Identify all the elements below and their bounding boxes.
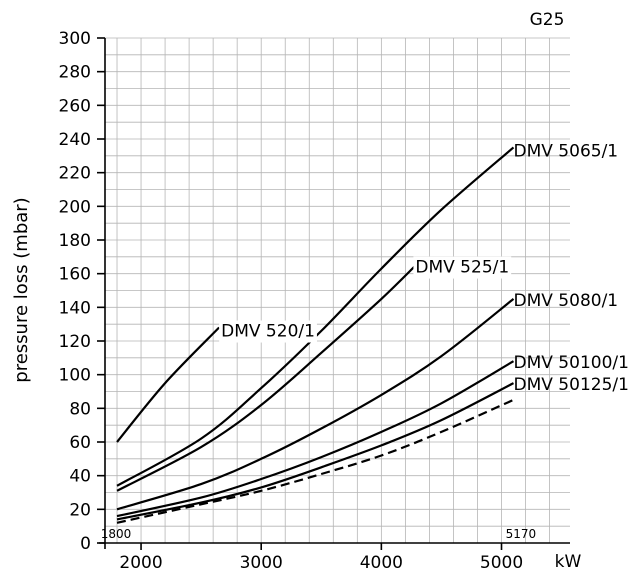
curve-label-dmv-50100-1: DMV 50100/1 (514, 353, 629, 373)
x-tick-label: 3000 (240, 553, 283, 573)
y-tick-label: 200 (59, 197, 91, 217)
axes (99, 38, 570, 549)
curve-label-dmv-5080-1: DMV 5080/1 (514, 291, 619, 311)
curve-dashed-reference (116, 398, 514, 524)
x-tick-label: 2000 (119, 553, 162, 573)
y-tick-label: 120 (59, 332, 91, 352)
y-tick-label: 60 (69, 433, 91, 453)
curve-dmv-525-1 (116, 262, 419, 492)
y-tick-label: 180 (59, 231, 91, 251)
y-tick-label: 300 (59, 29, 91, 49)
y-tick-label: 20 (69, 500, 91, 520)
chart-title: G25 (530, 10, 565, 30)
y-tick-label: 40 (69, 467, 91, 487)
x-tick-label: 4000 (360, 553, 403, 573)
y-tick-label: 240 (59, 130, 91, 150)
y-tick-label: 220 (59, 164, 91, 184)
curve-label-background (413, 256, 512, 279)
curve-label-background (219, 320, 317, 343)
x-range-annotation: 5170 (506, 527, 537, 541)
curve-dmv-5065-1 (116, 146, 515, 487)
y-tick-label: 80 (69, 399, 91, 419)
curve-dmv-5080-1 (116, 298, 515, 511)
curve-label-dmv-525-1: DMV 525/1 (415, 258, 509, 278)
curve-label-dmv-50125-1: DMV 50125/1 (514, 375, 629, 395)
y-tick-label: 160 (59, 265, 91, 285)
curve-dmv-50125-1 (116, 382, 515, 521)
y-tick-label: 0 (80, 534, 91, 554)
y-axis-title: pressure loss (mbar) (11, 197, 32, 382)
x-range-annotation: 1800 (101, 527, 132, 541)
grid-lines (105, 37, 570, 543)
x-axis-unit: kW (555, 552, 582, 572)
curve-dmv-520-1 (116, 326, 220, 443)
y-tick-label: 260 (59, 96, 91, 116)
curves (116, 146, 515, 524)
curve-label-dmv-5065-1: DMV 5065/1 (514, 141, 619, 161)
y-tick-label: 280 (59, 63, 91, 83)
curve-dmv-50100-1 (116, 360, 515, 518)
y-tick-label: 100 (59, 366, 91, 386)
curve-label-dmv-520-1: DMV 520/1 (221, 322, 315, 342)
tick-labels: 0 20 40 60 80 100 120 140 160 180 200 220 240 260 280 3… (59, 29, 537, 573)
y-tick-label: 140 (59, 298, 91, 318)
x-tick-label: 5000 (480, 553, 523, 573)
